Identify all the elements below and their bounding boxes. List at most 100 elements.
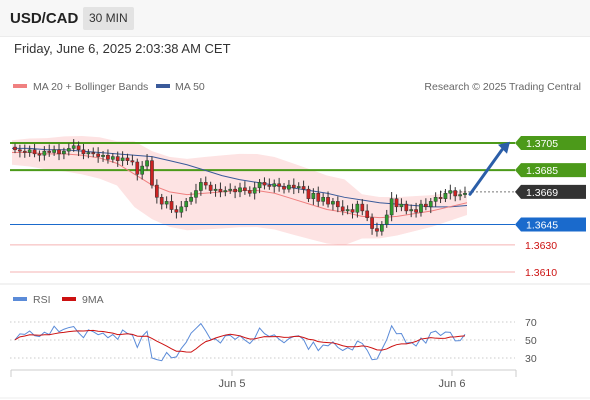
timeframe-badge[interactable]: 30 MIN: [83, 7, 134, 30]
candle-body: [62, 150, 66, 155]
candle: [184, 197, 189, 212]
candle-body: [189, 197, 193, 202]
rsi-tick-70: 70: [525, 317, 537, 329]
candle-body: [37, 153, 42, 156]
candle-body: [360, 203, 365, 212]
candle-body: [13, 146, 17, 151]
candle: [272, 179, 277, 193]
level-tag-1.3669: [515, 184, 586, 199]
candle: [32, 143, 37, 158]
candle-body: [110, 156, 115, 160]
candle: [27, 145, 32, 157]
candle: [375, 222, 379, 237]
level-label-1.3645: 1.3645: [526, 219, 558, 231]
candle: [335, 196, 340, 213]
level-label-1.3630: 1.3630: [525, 240, 557, 252]
candle: [228, 183, 233, 194]
candle: [424, 198, 428, 211]
candle-body: [213, 188, 218, 191]
candle: [199, 178, 203, 196]
candle: [159, 193, 164, 210]
candle: [399, 198, 404, 212]
candle-body: [453, 190, 458, 197]
candle: [296, 182, 301, 194]
candle: [47, 144, 52, 157]
candle: [76, 141, 81, 157]
candle: [345, 205, 350, 215]
candle-body: [291, 184, 296, 189]
candle: [360, 199, 365, 216]
forecast-arrow-shaft: [468, 148, 504, 196]
candle-body: [101, 154, 105, 157]
candle: [453, 187, 458, 202]
candle-body: [394, 198, 399, 208]
x-axis: Jun 5 Jun 6: [0, 369, 590, 399]
candle-body: [76, 145, 81, 151]
candle: [66, 143, 71, 156]
rsi-tick-30: 30: [525, 353, 537, 365]
candle-body: [345, 209, 350, 212]
candle-body: [375, 228, 379, 232]
candle: [120, 151, 125, 166]
candle-body: [262, 182, 267, 186]
level-tag-1.3645: [515, 217, 586, 232]
candle: [350, 203, 355, 219]
candle-body: [169, 201, 174, 210]
candle: [174, 205, 179, 219]
candle: [62, 147, 66, 160]
candle-body: [66, 148, 71, 152]
level-label-1.3705: 1.3705: [526, 138, 558, 150]
candle: [243, 181, 247, 195]
candle: [409, 204, 414, 218]
candle-body: [96, 153, 101, 157]
ma50-legend-label: MA 50: [175, 81, 205, 93]
candle: [106, 149, 110, 164]
candle-body: [174, 209, 179, 213]
chart-datetime: Friday, June 6, 2025 2:03:38 AM CET: [14, 41, 231, 56]
candle-body: [71, 145, 76, 149]
rsi-pane: 70 50 30: [10, 317, 537, 365]
candle: [311, 188, 316, 205]
candle-body: [301, 186, 306, 190]
candle-body: [47, 150, 52, 153]
rsi-legend-label: RSI: [33, 294, 51, 306]
candle-body: [184, 201, 189, 208]
candle: [115, 151, 120, 167]
chart-header: USD/CAD 30 MIN: [0, 0, 590, 37]
candle-body: [150, 160, 154, 186]
candle: [316, 186, 321, 207]
candle-body: [424, 203, 428, 208]
candle-body: [125, 157, 130, 161]
x-tick-label: Jun 6: [439, 378, 466, 390]
candle-body: [130, 160, 135, 163]
candle-body: [252, 187, 257, 194]
candle-body: [194, 190, 198, 198]
candle: [135, 158, 140, 181]
candle-body: [86, 152, 91, 155]
candle-body: [287, 184, 291, 190]
candles: [13, 139, 467, 237]
candle-body: [140, 165, 145, 175]
candle-body: [199, 182, 203, 191]
rsi-ma-line: [14, 329, 466, 353]
x-tick-label: Jun 5: [219, 378, 246, 390]
candle: [394, 194, 399, 213]
candle: [101, 151, 105, 162]
candle: [154, 179, 159, 204]
candle: [306, 185, 311, 203]
candle: [130, 154, 135, 166]
candle: [150, 156, 154, 189]
candle: [218, 182, 223, 198]
candle-body: [42, 150, 47, 156]
candle: [277, 177, 281, 192]
candle-body: [91, 152, 96, 155]
candle: [331, 197, 335, 211]
candle: [379, 221, 384, 236]
candle: [179, 200, 184, 218]
candle-body: [282, 186, 286, 190]
candle: [384, 209, 389, 228]
candle: [208, 181, 213, 194]
candle: [22, 144, 27, 158]
candle: [443, 189, 448, 203]
